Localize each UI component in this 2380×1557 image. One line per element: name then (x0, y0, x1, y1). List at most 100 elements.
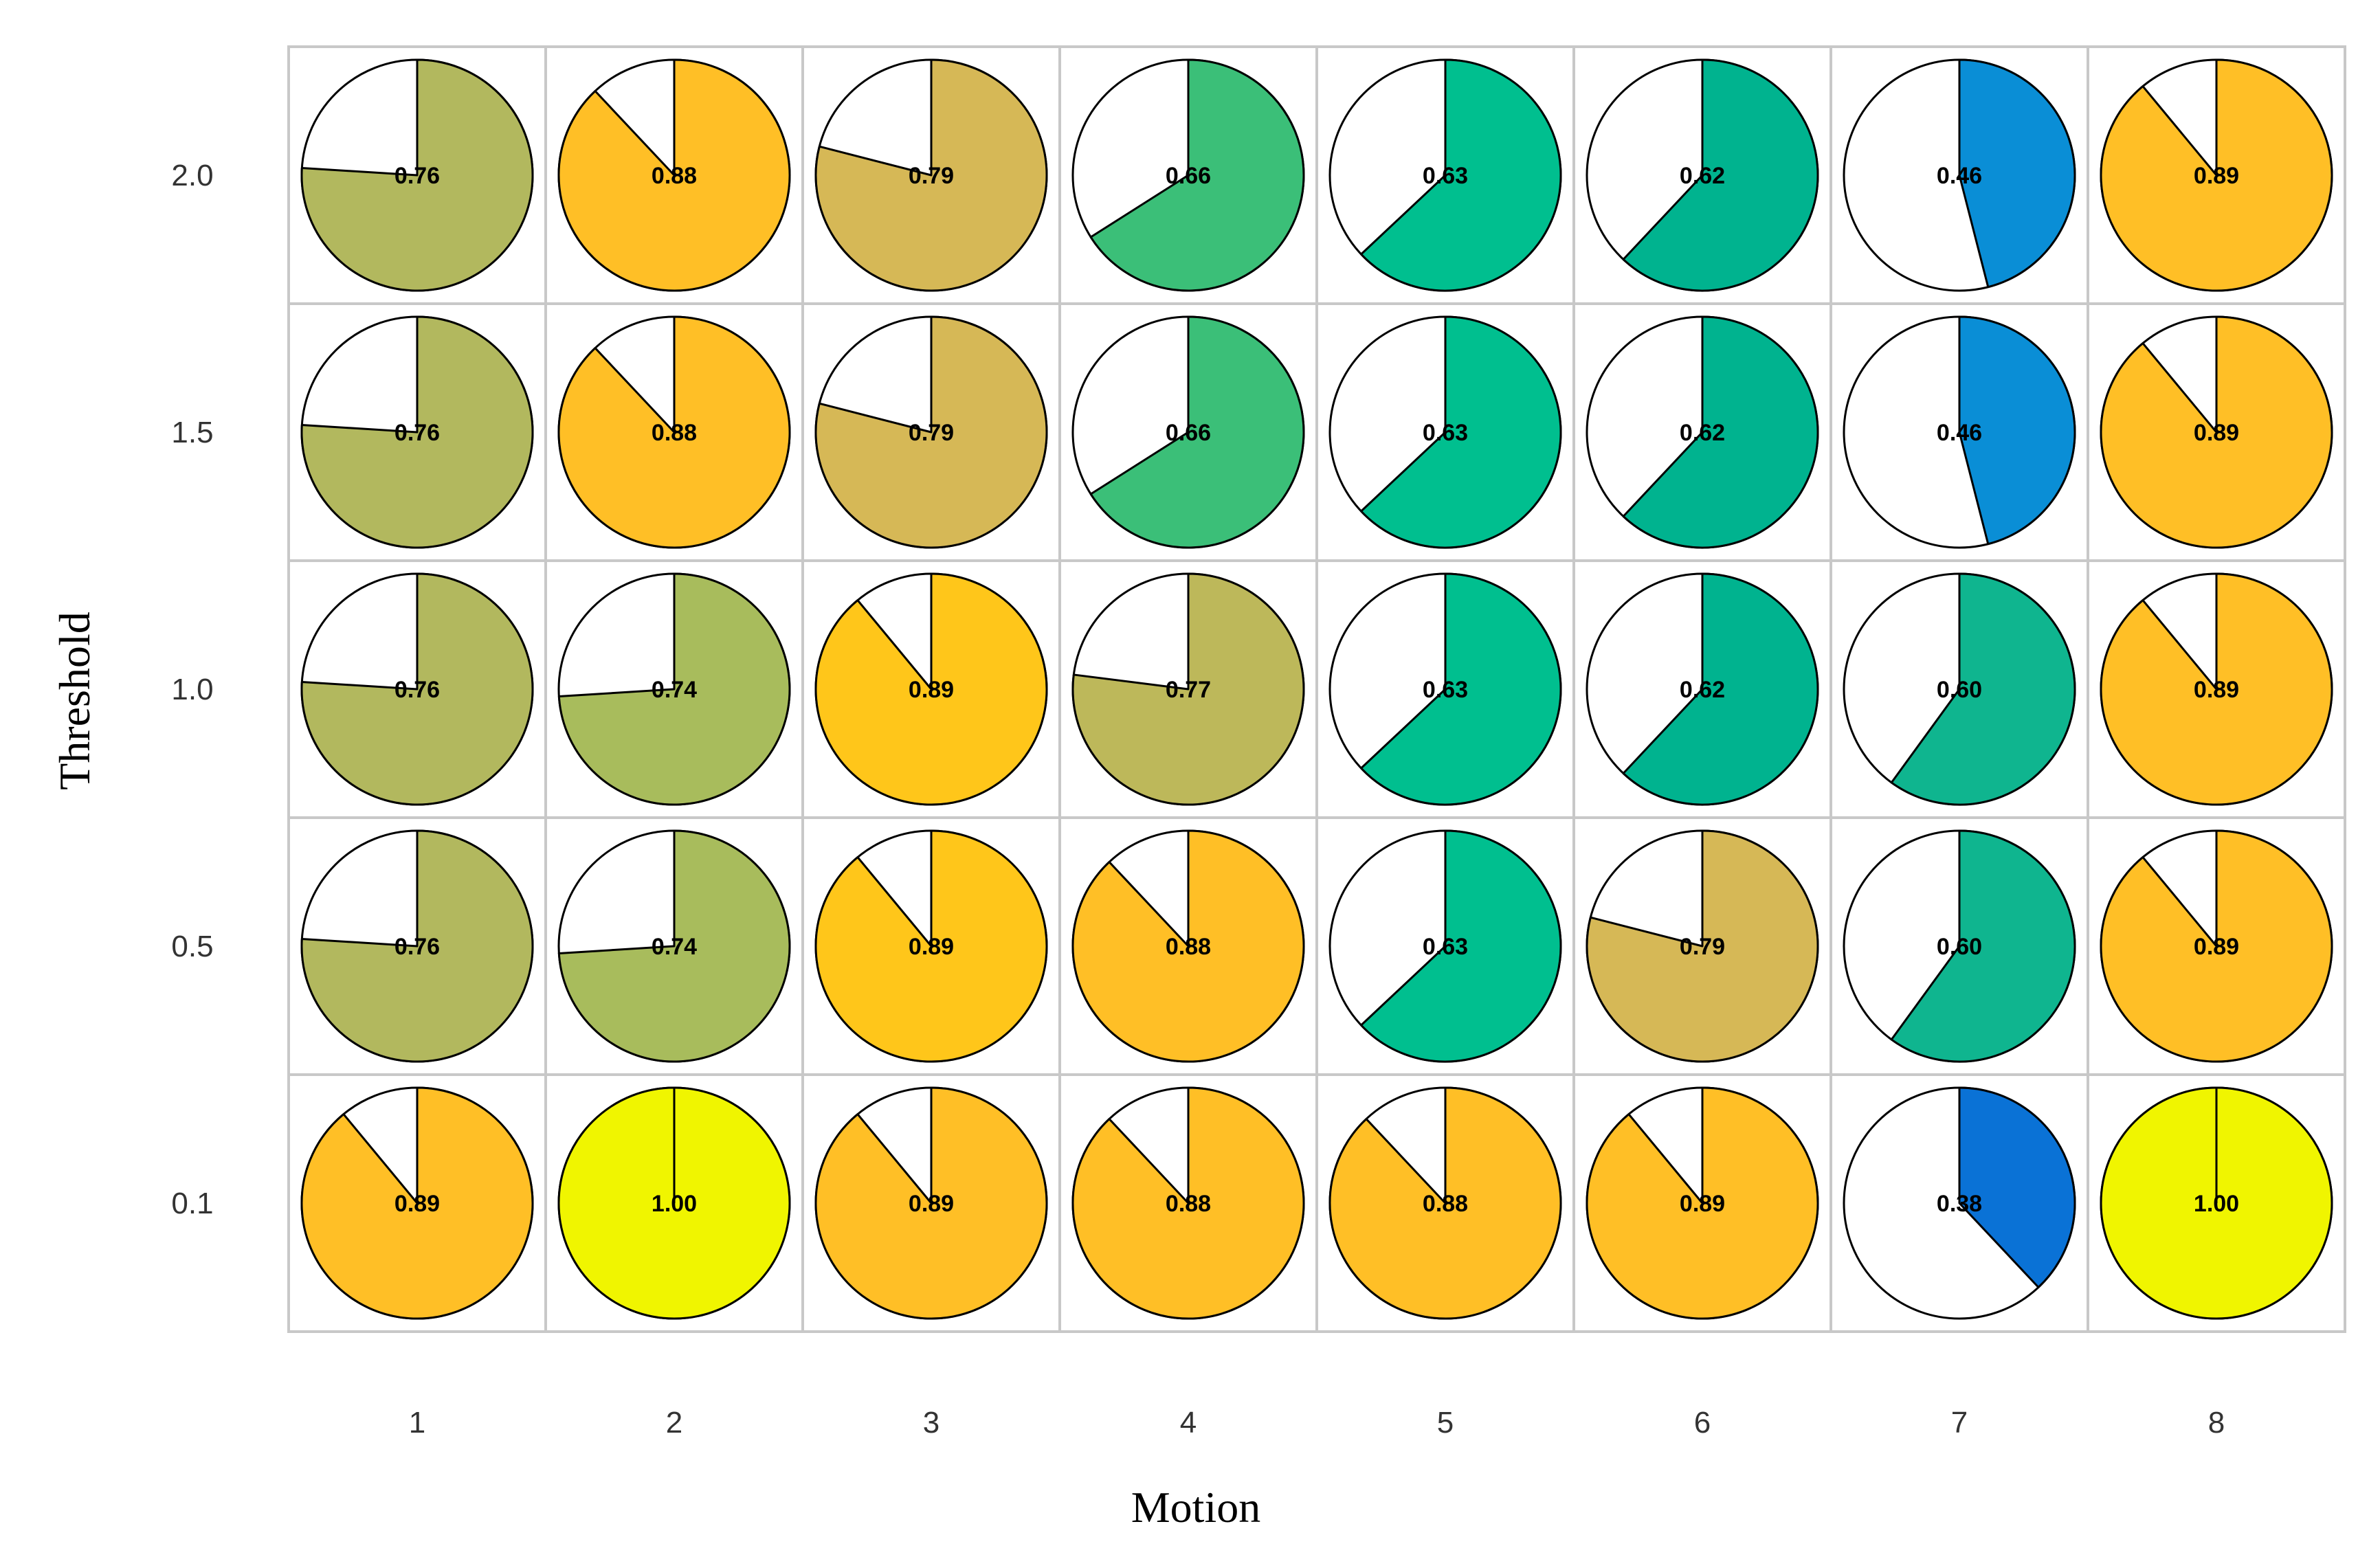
pie-value-label: 0.63 (1423, 420, 1468, 446)
x-tick-label: 6 (1694, 1406, 1711, 1440)
pie-value-label: 0.77 (1166, 677, 1211, 703)
pie-value-label: 0.88 (652, 163, 697, 189)
pie-cell: 0.60 (1830, 816, 2089, 1076)
pie-value-label: 0.89 (2194, 420, 2239, 446)
pie-value-label: 0.89 (909, 677, 954, 703)
pie-slice (1958, 58, 2076, 289)
pie-value-label: 0.76 (394, 163, 440, 189)
pie-value-label: 0.79 (909, 420, 954, 446)
pie-cell: 0.89 (287, 1073, 547, 1333)
pie-slice (814, 572, 1048, 806)
pie-value-label: 0.76 (394, 420, 440, 446)
pie-cell: 0.76 (287, 559, 547, 819)
pie-grid: 0.76 0.88 0.79 0.66 0.63 0.62 0.46 0.89 0.76 0.88… (287, 45, 2346, 1333)
pie-slice (1071, 829, 1305, 1063)
y-tick-label: 1.0 (171, 673, 213, 706)
pie-value-label: 0.89 (909, 934, 954, 960)
pie-cell: 0.88 (544, 45, 804, 305)
pie-cell: 0.63 (1315, 45, 1575, 305)
pie-cell: 0.46 (1830, 302, 2089, 562)
pie-value-label: 0.66 (1166, 163, 1211, 189)
pie-cell: 1.00 (2087, 1073, 2346, 1333)
pie-slice (300, 58, 534, 292)
y-axis-title: Threshold (50, 612, 99, 790)
pie-value-label: 1.00 (2194, 1191, 2239, 1217)
pie-value-label: 0.60 (1937, 934, 1982, 960)
pie-cell: 0.88 (1058, 816, 1318, 1076)
pie-slice (1360, 315, 1562, 549)
pie-value-label: 0.88 (652, 420, 697, 446)
pie-slice (814, 1086, 1048, 1320)
pie-slice (300, 572, 534, 806)
pie-cell: 0.76 (287, 45, 547, 305)
x-tick-label: 4 (1180, 1406, 1197, 1440)
pie-slice (1890, 572, 2076, 806)
pie-slice (1089, 315, 1305, 549)
pie-value-label: 0.89 (2194, 934, 2239, 960)
y-tick-label: 2.0 (171, 159, 213, 192)
pie-slice (2100, 572, 2333, 806)
x-tick-label: 5 (1437, 1406, 1454, 1440)
pie-value-label: 0.63 (1423, 163, 1468, 189)
pie-cell: 0.62 (1572, 302, 1832, 562)
pie-cell: 0.62 (1572, 45, 1832, 305)
pie-value-label: 0.62 (1680, 677, 1725, 703)
pie-slice (1360, 829, 1562, 1063)
y-tick-label: 0.1 (171, 1187, 213, 1220)
pie-slice (1328, 1086, 1562, 1320)
pie-cell: 0.79 (801, 302, 1061, 562)
pie-value-label: 0.88 (1166, 1191, 1211, 1217)
pie-slice (300, 1086, 534, 1320)
pie-slice (1360, 572, 1562, 806)
pie-cell: 0.66 (1058, 45, 1318, 305)
pie-slice (1622, 58, 1819, 292)
pie-cell: 0.79 (801, 45, 1061, 305)
pie-value-label: 0.76 (394, 677, 440, 703)
pie-slice (2100, 58, 2333, 292)
pie-cell: 0.46 (1830, 45, 2089, 305)
pie-slice (1360, 58, 1562, 292)
pie-cell: 0.62 (1572, 559, 1832, 819)
pie-cell: 0.77 (1058, 559, 1318, 819)
pie-slice (1622, 572, 1819, 806)
pie-cell: 0.63 (1315, 302, 1575, 562)
pie-cell: 0.89 (2087, 302, 2346, 562)
pie-slice (557, 315, 791, 549)
pie-slice (1089, 58, 1305, 292)
pie-slice (557, 58, 791, 292)
pie-slice (1071, 1086, 1305, 1320)
pie-cell: 1.00 (544, 1073, 804, 1333)
pie-value-label: 0.88 (1166, 934, 1211, 960)
pie-value-label: 0.79 (909, 163, 954, 189)
pie-slice (557, 572, 791, 806)
pie-slice (1958, 315, 2076, 546)
pie-cell: 0.88 (1058, 1073, 1318, 1333)
y-tick-label: 1.5 (171, 416, 213, 449)
pie-slice (2100, 829, 2333, 1063)
pie-cell: 0.88 (544, 302, 804, 562)
pie-cell: 0.76 (287, 302, 547, 562)
pie-cell: 0.66 (1058, 302, 1318, 562)
pie-cell: 0.74 (544, 559, 804, 819)
pie-cell: 0.89 (2087, 559, 2346, 819)
pie-cell: 0.63 (1315, 816, 1575, 1076)
pie-slice (557, 829, 791, 1063)
pie-slice (300, 829, 534, 1063)
pie-value-label: 0.89 (2194, 163, 2239, 189)
pie-value-label: 0.74 (652, 677, 697, 703)
pie-value-label: 0.62 (1680, 420, 1725, 446)
pie-cell: 0.89 (2087, 45, 2346, 305)
pie-cell: 0.89 (801, 816, 1061, 1076)
pie-slice (2100, 315, 2333, 549)
pie-slice (814, 315, 1048, 549)
pie-value-label: 0.89 (394, 1191, 440, 1217)
pie-cell: 0.38 (1830, 1073, 2089, 1333)
pie-slice (1958, 1086, 2076, 1288)
pie-slice (1622, 315, 1819, 549)
pie-cell: 0.89 (2087, 816, 2346, 1076)
x-tick-label: 3 (923, 1406, 939, 1440)
pie-cell: 0.89 (801, 1073, 1061, 1333)
pie-value-label: 0.76 (394, 934, 440, 960)
x-tick-labels: 1 2 3 4 5 6 7 8 (409, 1406, 2225, 1440)
